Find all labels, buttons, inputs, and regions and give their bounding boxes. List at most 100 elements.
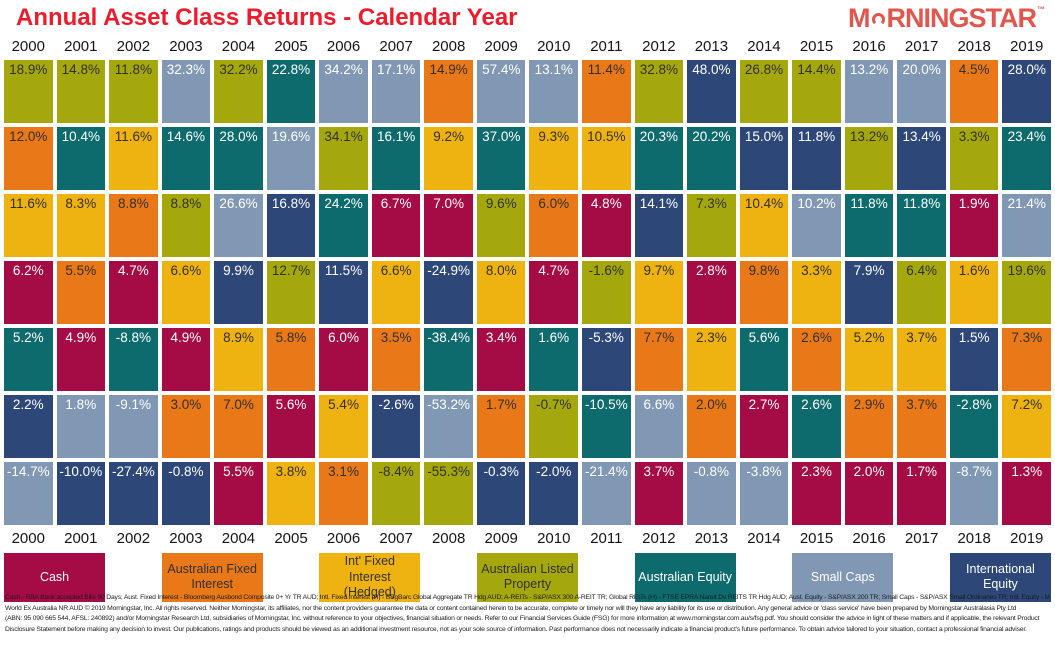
return-cell-2015-rank1: 14.4% (792, 60, 841, 123)
return-cell-2013-rank1: 48.0% (687, 60, 736, 123)
return-cell-2014-rank1: 26.8% (739, 60, 789, 123)
return-cell-2006-rank2: 34.1% (319, 127, 368, 190)
year-label-2007: 2007 (379, 38, 413, 55)
year-label-2000: 2000 (11, 530, 45, 547)
return-cell-2017-rank3: 11.8% (897, 194, 946, 257)
return-cell-2017-rank7: 1.7% (897, 462, 946, 525)
year-label-2006: 2006 (326, 530, 361, 547)
return-cell-2007-rank1: 17.1% (371, 60, 421, 123)
return-cell-2005-rank7: 3.8% (266, 462, 316, 525)
morningstar-logo-o-icon (871, 13, 885, 26)
disclaimer-text: Cash - RBA Bank accepted Bills 90 Days; … (0, 590, 1055, 635)
legend-item-ifi: Int' Fixed Interest (Hedged) (319, 553, 421, 602)
return-cell-2005-rank2: 19.6% (266, 127, 316, 190)
return-cell-2000-rank4: 6.2% (4, 261, 53, 324)
return-cell-2004-rank2: 28.0% (214, 127, 263, 190)
return-cell-2013-rank6: 2.0% (687, 395, 736, 458)
return-cell-2012-rank7: 3.7% (634, 462, 684, 525)
return-cell-2004-rank6: 7.0% (214, 395, 263, 458)
return-cell-2016-rank6: 2.9% (844, 395, 894, 458)
return-cell-2006-rank6: 5.4% (319, 395, 368, 458)
logo-text-after-o: RNINGSTAR (886, 3, 1037, 33)
year-label-2007: 2007 (379, 530, 413, 547)
return-cell-2012-rank3: 14.1% (634, 194, 684, 257)
return-cell-2008-rank1: 14.9% (424, 60, 473, 123)
legend-item-afi: Australian Fixed Interest (161, 553, 263, 602)
year-label-2013: 2013 (694, 530, 729, 547)
return-cell-2011-rank1: 11.4% (582, 60, 631, 123)
return-cell-2011-rank3: 4.8% (582, 194, 631, 257)
return-cell-2015-rank2: 11.8% (792, 127, 841, 190)
return-cell-2018-rank7: -8.7% (949, 462, 999, 525)
disclaimer-line: (ABN: 95 090 665 544, AFSL: 240892) and/… (5, 615, 1040, 622)
return-cell-2013-rank7: -0.8% (687, 462, 736, 525)
return-cell-2010-rank7: -2.0% (529, 462, 579, 525)
return-cell-2011-rank6: -10.5% (582, 395, 631, 458)
year-label-2005: 2005 (274, 530, 308, 547)
return-cell-2018-rank3: 1.9% (949, 194, 999, 257)
legend-item-ae: Australian Equity (634, 553, 736, 602)
year-label-2013: 2013 (694, 38, 729, 55)
year-label-2010: 2010 (537, 530, 571, 547)
return-cell-2001-rank3: 8.3% (56, 194, 106, 257)
disclaimer-line: Cash - RBA Bank accepted Bills 90 Days; … (5, 594, 1050, 601)
return-cell-2018-rank4: 1.6% (949, 261, 999, 324)
return-cell-2014-rank6: 2.7% (739, 395, 789, 458)
chart-title: Annual Asset Class Returns - Calendar Ye… (16, 4, 518, 31)
return-cell-2018-rank6: -2.8% (949, 395, 999, 458)
year-label-2008: 2008 (431, 530, 466, 547)
return-cell-2003-rank1: 32.3% (161, 60, 211, 123)
year-header-row: 2000 2001 2002 2003 2004 2005 2006 2007 2008 2009… (0, 38, 1055, 58)
year-label-2019: 2019 (1010, 38, 1044, 55)
return-cell-2003-rank2: 14.6% (161, 127, 211, 190)
disclaimer-line: Disclosure Statement before making any d… (5, 625, 1027, 633)
return-cell-2012-rank5: 7.7% (634, 328, 684, 391)
year-label-2003: 2003 (169, 38, 203, 55)
return-cell-2006-rank4: 11.5% (319, 261, 368, 324)
year-label-2001: 2001 (64, 38, 98, 55)
return-cell-2007-rank3: 6.7% (371, 194, 421, 257)
year-label-2014: 2014 (747, 38, 781, 55)
returns-grid: 18.9% 14.8% 11.8% 32.3% 32.2% 22.8% 34.2% 17.1%… (0, 60, 1055, 525)
trademark-symbol: ™ (1037, 5, 1045, 14)
return-cell-2014-rank3: 10.4% (739, 194, 789, 257)
return-cell-2005-rank6: 5.6% (266, 395, 316, 458)
return-cell-2010-rank1: 13.1% (529, 60, 579, 123)
year-label-2004: 2004 (221, 530, 256, 547)
return-cell-2015-rank7: 2.3% (792, 462, 841, 525)
return-cell-2000-rank6: 2.2% (4, 395, 53, 458)
return-cell-2005-rank3: 16.8% (266, 194, 316, 257)
return-cell-2010-rank4: 4.7% (529, 261, 579, 324)
return-cell-2001-rank1: 14.8% (56, 60, 106, 123)
return-cell-2011-rank4: -1.6% (582, 261, 631, 324)
year-label-2015: 2015 (799, 38, 834, 55)
return-cell-2008-rank4: -24.9% (424, 261, 473, 324)
return-cell-2002-rank7: -27.4% (109, 462, 158, 525)
return-cell-2013-rank2: 20.2% (687, 127, 736, 190)
return-cell-2007-rank2: 16.1% (371, 127, 421, 190)
return-cell-2005-rank4: 12.7% (266, 261, 316, 324)
return-cell-2001-rank7: -10.0% (56, 462, 106, 525)
return-cell-2008-rank2: 9.2% (424, 127, 473, 190)
return-cell-2003-rank4: 6.6% (161, 261, 211, 324)
legend-item-ie: International Equity (949, 553, 1051, 602)
return-cell-2009-rank6: 1.7% (476, 395, 526, 458)
return-cell-2004-rank3: 26.6% (214, 194, 263, 257)
return-cell-2003-rank5: 4.9% (161, 328, 211, 391)
return-cell-2014-rank2: 15.0% (739, 127, 789, 190)
return-cell-2015-rank6: 2.6% (792, 395, 841, 458)
year-label-2009: 2009 (484, 38, 518, 55)
logo-text-before-o: M (848, 3, 870, 33)
return-cell-2019-rank5: 7.3% (1002, 328, 1051, 391)
return-cell-2011-rank2: 10.5% (582, 127, 631, 190)
return-cell-2007-rank5: 3.5% (371, 328, 421, 391)
year-label-2005: 2005 (274, 38, 308, 55)
legend-item-cash: Cash (4, 553, 106, 602)
return-cell-2018-rank5: 1.5% (949, 328, 999, 391)
return-cell-2007-rank7: -8.4% (371, 462, 421, 525)
return-cell-2004-rank5: 8.9% (214, 328, 263, 391)
legend: Cash Australian Fixed Interest Int' Fixed … (0, 553, 1055, 602)
return-cell-2016-rank5: 5.2% (844, 328, 894, 391)
return-cell-2010-rank2: 9.3% (529, 127, 579, 190)
return-cell-2012-rank1: 32.8% (634, 60, 684, 123)
